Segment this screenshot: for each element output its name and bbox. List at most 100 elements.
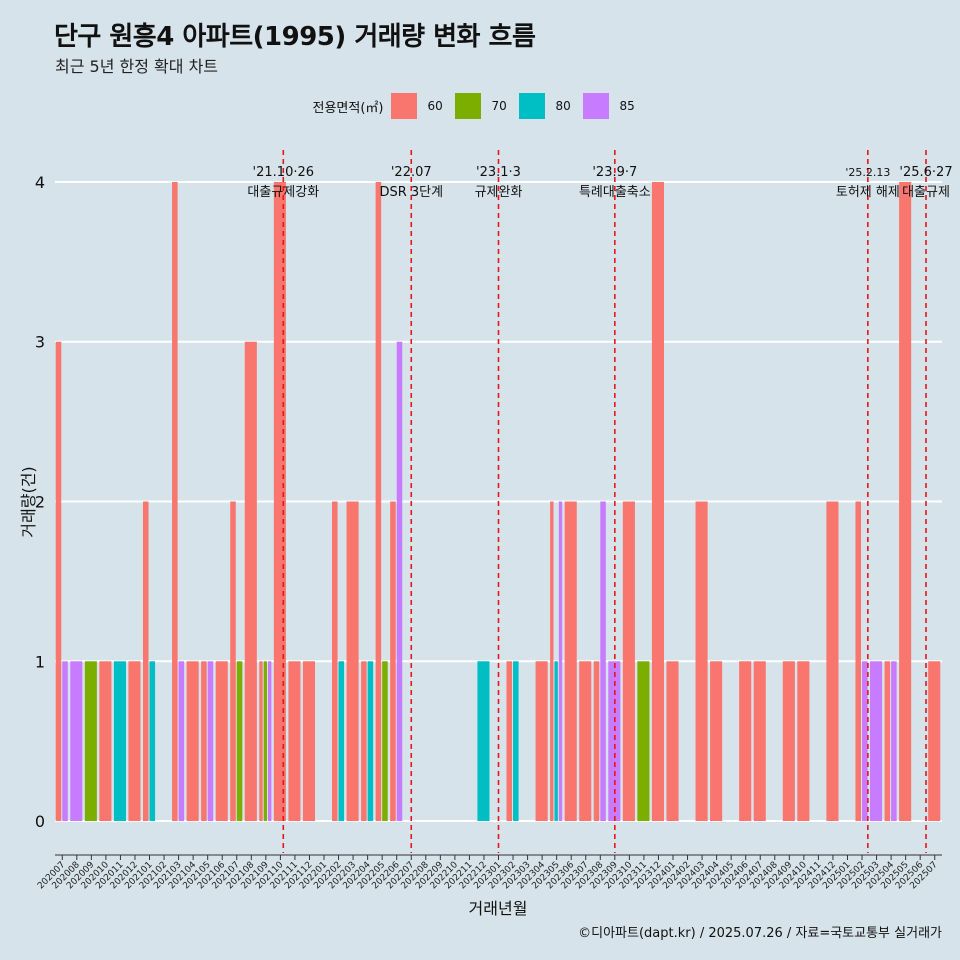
legend-item-80: 80 (519, 93, 575, 119)
legend-label-70: 70 (491, 99, 507, 113)
legend-key-60 (391, 93, 418, 119)
legend-key-85 (583, 93, 610, 119)
bar-202204-60 (361, 661, 367, 822)
y-axis-title: 거래량(건) (19, 466, 38, 537)
bar-202504-60 (884, 661, 891, 822)
event-label-0: 대출규제강화 (247, 185, 319, 200)
bar-202205-70 (382, 661, 388, 822)
event-label-2: 규제완화 (475, 185, 523, 200)
bar-202306-60 (564, 501, 577, 822)
legend: 전용면적(㎡) 60 70 80 85 (0, 93, 960, 119)
chart-title: 단구 원흥4 아파트(1995) 거래량 변화 흐름 (54, 22, 536, 52)
event-date-5: '25.6·27 (899, 165, 952, 180)
legend-label-60: 60 (427, 99, 443, 113)
bar-202206-85 (396, 341, 403, 822)
bar-202101-80 (149, 661, 156, 822)
bar-202202-80 (338, 661, 345, 822)
bar-202407-60 (753, 661, 766, 822)
bar-202103-85 (178, 661, 185, 822)
bar-202206-60 (390, 501, 396, 822)
event-date-1: '22.07 (391, 165, 432, 180)
chart-subtitle: 최근 5년 한정 확대 차트 (55, 57, 219, 76)
bar-202205-60 (375, 181, 382, 822)
bar-202311-70 (637, 661, 650, 822)
bar-202406-60 (739, 661, 752, 822)
bar-202410-60 (797, 661, 810, 822)
bar-202309-85 (608, 661, 621, 822)
bar-202502-60 (855, 501, 862, 822)
y-tick-label-1: 1 (35, 652, 45, 671)
bar-202109-60 (259, 661, 263, 822)
y-tick-label-2: 2 (35, 493, 45, 512)
bar-202312-60 (651, 181, 664, 822)
event-label-4: 토허제 해제 (836, 185, 900, 200)
bar-202008-85 (70, 661, 83, 822)
x-axis: 2020072020082020092020102020112020122021… (36, 854, 942, 891)
legend-item-70: 70 (455, 93, 511, 119)
bar-202203-60 (346, 501, 359, 822)
bar-202308-85 (600, 501, 606, 822)
bar-202011-80 (113, 661, 126, 822)
bar-202503-85 (870, 661, 883, 822)
bar-202111-60 (288, 661, 301, 822)
bar-202307-60 (579, 661, 592, 822)
bar-202007-85 (62, 661, 68, 822)
event-date-3: '23.9·7 (592, 165, 637, 180)
legend-item-60: 60 (391, 93, 447, 119)
bar-202202-60 (332, 501, 338, 822)
bar-202204-80 (367, 661, 374, 822)
legend-item-85: 85 (583, 93, 639, 119)
event-date-2: '23.1·3 (476, 165, 521, 180)
bar-202302-80 (513, 661, 519, 822)
legend-title: 전용면적(㎡) (312, 100, 384, 116)
x-axis-title: 거래년월 (469, 899, 528, 918)
bar-202007-60 (55, 341, 62, 822)
legend-label-80: 80 (555, 99, 571, 113)
bar-202404-60 (710, 661, 723, 822)
bar-202409-60 (782, 661, 795, 822)
bar-202105-85 (207, 661, 214, 822)
bar-202505-60 (899, 181, 912, 822)
bar-202103-60 (172, 181, 178, 822)
bar-202308-60 (593, 661, 600, 822)
bar-202110-60 (273, 181, 286, 822)
bar-202009-70 (84, 661, 97, 822)
bar-202403-60 (695, 501, 708, 822)
event-date-4: '25.2.13 (845, 166, 890, 179)
bars (55, 181, 941, 822)
event-date-0: '21.10·26 (253, 165, 314, 180)
bar-202401-60 (666, 661, 679, 822)
event-label-3: 특례대출축소 (579, 185, 651, 200)
legend-label-85: 85 (619, 99, 635, 113)
y-tick-label-0: 0 (35, 812, 45, 831)
bar-202109-85 (268, 661, 272, 822)
bar-202107-60 (230, 501, 236, 822)
bar-202305-60 (550, 501, 554, 822)
bar-202502-85 (862, 661, 868, 822)
event-label-5: 대출규제 (902, 185, 950, 200)
bar-202109-70 (263, 661, 268, 822)
caption: ©디아파트(dapt.kr) / 2025.07.26 / 자료=국토교통부 실… (578, 926, 942, 941)
bar-202305-85 (558, 501, 563, 822)
bar-202105-60 (201, 661, 207, 822)
y-tick-label-3: 3 (35, 333, 45, 352)
bar-202310-60 (622, 501, 635, 822)
bar-202412-60 (826, 501, 839, 822)
bar-202104-60 (186, 661, 199, 822)
bar-202112-60 (302, 661, 316, 822)
bar-202504-85 (891, 661, 897, 822)
legend-key-70 (455, 93, 482, 119)
legend-key-80 (519, 93, 546, 119)
bar-202108-60 (244, 341, 257, 822)
bar-202507-60 (928, 661, 941, 822)
event-label-1: DSR 3단계 (379, 185, 443, 200)
bar-202106-60 (215, 661, 228, 822)
bar-202305-80 (554, 661, 558, 822)
bar-202302-60 (506, 661, 513, 822)
bar-202212-80 (477, 661, 490, 822)
bar-202101-60 (142, 501, 149, 822)
y-tick-label-4: 4 (35, 173, 45, 192)
bar-202012-60 (128, 661, 141, 822)
annotations: '21.10·26 대출규제강화 '22.07 DSR 3단계 '23.1·3 규제완화 '… (247, 150, 953, 853)
